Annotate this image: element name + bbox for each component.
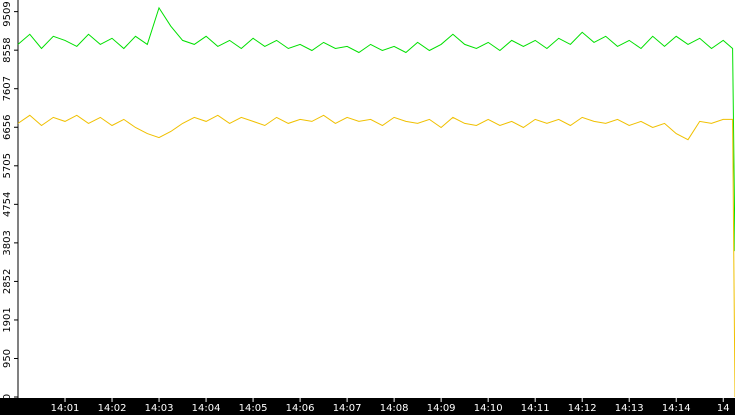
y-tick-label: 5705	[2, 153, 13, 178]
y-tick-label: 0	[2, 394, 13, 400]
x-tick-label: 14:13	[615, 403, 644, 414]
series-line	[17, 6, 735, 252]
x-tick-label: 14:11	[521, 403, 550, 414]
x-tick-label: 14:08	[380, 403, 409, 414]
x-tick-label: 14:09	[427, 403, 456, 414]
y-tick-label: 7607	[2, 76, 13, 101]
y-tick-label: 2852	[2, 269, 13, 294]
y-tick-label: 9509	[2, 1, 13, 26]
x-tick-label: 14:03	[145, 403, 174, 414]
x-tick-label: 14:01	[51, 403, 80, 414]
x-tick-label: 14:12	[568, 403, 597, 414]
y-tick-label: 3803	[2, 230, 13, 255]
y-tick-label: 1901	[2, 307, 13, 332]
y-tick-label: 950	[2, 349, 13, 368]
x-tick-label: 14:10	[474, 403, 503, 414]
x-tick-label: 14:14	[662, 403, 691, 414]
x-tick-label: 14:07	[333, 403, 362, 414]
x-tick-label: 14:04	[192, 403, 221, 414]
x-tick-label: 14:02	[98, 403, 127, 414]
y-tick-label: 6656	[2, 115, 13, 140]
y-tick-label: 8558	[2, 37, 13, 62]
x-tick-label: 14:06	[286, 403, 315, 414]
x-tick-label: 14:05	[239, 403, 268, 414]
x-axis-band	[0, 398, 735, 415]
series-line	[17, 114, 735, 398]
y-tick-label: 4754	[2, 192, 13, 217]
x-tick-label: 14	[717, 403, 730, 414]
